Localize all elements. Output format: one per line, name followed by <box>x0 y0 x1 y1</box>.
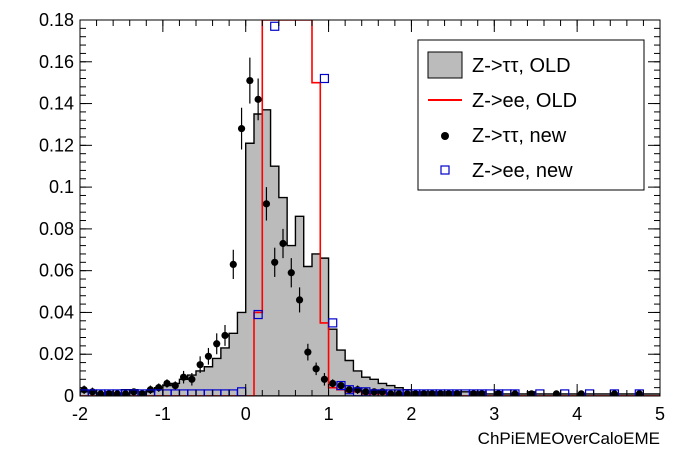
point-ztautau-new <box>436 390 445 396</box>
data-layer <box>80 20 660 396</box>
point-ztautau-new <box>88 388 97 396</box>
point-zee-new <box>270 21 280 31</box>
legend-swatch-zee-new <box>440 165 450 175</box>
x-tick-label: 4 <box>572 404 582 424</box>
point-ztautau-new <box>204 352 213 360</box>
legend-swatch-ztautau-new <box>441 132 449 140</box>
point-ztautau-new <box>105 390 113 396</box>
point-ztautau-new <box>411 390 420 396</box>
legend-swatch-ztautau-old <box>427 51 463 79</box>
point-ztautau-new <box>179 373 188 381</box>
point-ztautau-new <box>494 390 503 396</box>
point-ztautau-new <box>428 390 436 396</box>
point-zee-new <box>319 73 330 84</box>
point-ztautau-new <box>320 375 329 383</box>
point-ztautau-new <box>469 390 478 396</box>
point-ztautau-new <box>312 365 320 373</box>
point-ztautau-new <box>97 390 105 396</box>
point-ztautau-new <box>188 375 196 383</box>
legend-label-ztautau-old: Z->ττ, OLD <box>472 55 571 77</box>
point-ztautau-new <box>279 239 287 248</box>
point-ztautau-new <box>403 390 411 396</box>
point-ztautau-new <box>138 390 146 396</box>
point-ztautau-new <box>237 125 246 133</box>
point-ztautau-new <box>527 390 536 396</box>
y-tick-label: 0 <box>64 386 74 406</box>
point-ztautau-new <box>370 388 378 396</box>
point-ztautau-new <box>453 390 461 396</box>
point-ztautau-new <box>295 296 304 304</box>
y-tick-label: 0.16 <box>39 52 74 72</box>
point-ztautau-new <box>163 379 171 388</box>
y-tick-label: 0.12 <box>39 135 74 155</box>
y-tick-label: 0.18 <box>39 10 74 30</box>
legend-label-ztautau-new: Z->ττ, new <box>472 125 567 147</box>
point-ztautau-new <box>271 258 279 266</box>
y-tick-label: 0.14 <box>39 94 74 114</box>
x-tick-label: 0 <box>241 404 251 424</box>
point-ztautau-new <box>478 390 486 396</box>
legend-label-zee-new: Z->ee, new <box>472 160 573 182</box>
y-tick-label: 0.08 <box>39 219 74 239</box>
point-ztautau-new <box>387 390 395 396</box>
point-ztautau-new <box>254 95 262 103</box>
point-ztautau-new <box>221 331 229 340</box>
x-tick-label: -1 <box>155 404 171 424</box>
point-ztautau-new <box>577 390 585 396</box>
x-tick-label: 3 <box>489 404 499 424</box>
point-ztautau-new <box>420 390 428 396</box>
point-ztautau-new <box>287 269 295 277</box>
point-ztautau-new <box>262 200 271 208</box>
plot-frame <box>79 19 661 397</box>
point-ztautau-new <box>229 260 237 268</box>
point-ztautau-new <box>213 340 221 348</box>
x-tick-label: -2 <box>72 404 88 424</box>
point-ztautau-new <box>304 348 312 356</box>
point-ztautau-new <box>635 390 643 396</box>
x-axis-title: ChPiEMEOverCaloEME <box>478 429 660 448</box>
point-zee-new <box>253 309 263 320</box>
point-ztautau-new <box>171 381 179 390</box>
point-ztautau-new <box>345 386 353 394</box>
point-ztautau-new <box>329 379 337 388</box>
point-ztautau-new <box>511 390 519 396</box>
point-ztautau-new <box>378 388 387 396</box>
point-zee-new <box>328 318 338 328</box>
point-ztautau-new <box>130 388 138 396</box>
point-ztautau-new <box>552 390 561 396</box>
point-ztautau-new <box>353 386 362 394</box>
point-ztautau-new <box>445 390 453 396</box>
y-tick-label: 0.1 <box>49 177 74 197</box>
y-tick-label: 0.02 <box>39 344 74 364</box>
x-tick-label: 2 <box>406 404 416 424</box>
point-ztautau-new <box>121 390 130 396</box>
axes: -2 -1 0 1 2 3 4 5 0 0.02 0.04 0.06 0.08 0.1 0.12 0.14 0.… <box>39 10 665 424</box>
point-ztautau-new <box>337 381 345 390</box>
plot-area <box>80 20 660 396</box>
point-ztautau-new <box>362 388 370 396</box>
y-tick-label: 0.04 <box>39 302 74 322</box>
point-ztautau-new <box>395 390 403 396</box>
point-ztautau-new <box>113 390 121 396</box>
x-tick-label: 1 <box>324 404 334 424</box>
legend: Z->ττ, OLD Z->ee, OLD Z->ττ, new Z->ee, … <box>417 39 645 191</box>
y-tick-label: 0.06 <box>39 261 74 281</box>
x-tick-label: 5 <box>655 404 665 424</box>
point-ztautau-new <box>246 76 254 85</box>
point-ztautau-new <box>610 390 619 396</box>
legend-label-zee-old: Z->ee, OLD <box>472 90 577 112</box>
point-ztautau-new <box>196 361 204 369</box>
